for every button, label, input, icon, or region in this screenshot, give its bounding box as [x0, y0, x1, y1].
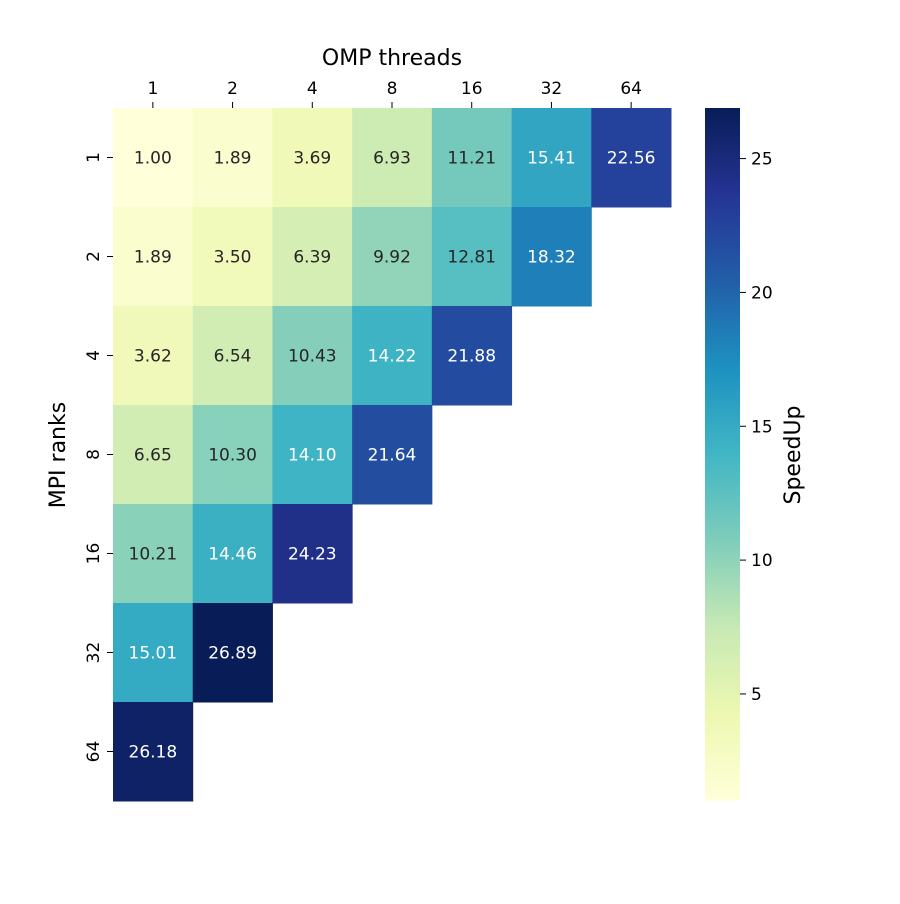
- colorbar: [705, 108, 740, 801]
- heatmap-cell: [272, 207, 353, 307]
- y-tick-label: 8: [84, 449, 104, 460]
- cell-value-label: 6.54: [214, 347, 252, 367]
- heatmap-cell: [192, 207, 273, 307]
- cell-value-label: 1.00: [134, 149, 172, 169]
- cell-value-label: 12.81: [447, 248, 496, 268]
- x-tick-label: 16: [461, 79, 483, 99]
- heatmap-cell: [113, 504, 194, 604]
- cell-value-label: 26.18: [129, 743, 178, 763]
- cell-value-label: 24.23: [288, 545, 337, 565]
- heatmap-cell: [192, 405, 273, 505]
- cell-value-label: 26.89: [208, 644, 257, 664]
- y-axis-ticks: 1 2 4 8 16 32 64: [84, 152, 113, 762]
- heatmap-cell: [192, 603, 273, 703]
- heatmap-cell: [272, 504, 353, 604]
- cell-value-label: 6.39: [293, 248, 331, 268]
- cell-value-label: 10.43: [288, 347, 337, 367]
- cell-value-label: 14.46: [208, 545, 257, 565]
- cell-value-label: 22.56: [607, 149, 656, 169]
- heatmap-cell: [431, 108, 513, 208]
- cell-value-label: 6.65: [134, 446, 172, 466]
- x-axis-ticks: 1 2 4 8 16 32 64: [147, 79, 642, 108]
- colorbar-tick-label: 10: [751, 551, 773, 571]
- colorbar-tick-label: 20: [751, 283, 773, 303]
- x-tick-label: 4: [307, 79, 318, 99]
- cell-value-label: 10.30: [208, 446, 257, 466]
- colorbar-tick-label: 5: [751, 685, 762, 705]
- cell-value-label: 1.89: [214, 149, 252, 169]
- heatmap-cell: [431, 207, 513, 307]
- x-tick-label: 1: [147, 79, 158, 99]
- colorbar-tick-label: 25: [751, 150, 773, 170]
- heatmap-cell: [352, 405, 433, 505]
- heatmap-cell: [192, 108, 273, 208]
- x-tick-label: 64: [620, 79, 642, 99]
- heatmap-cell: [272, 405, 353, 505]
- x-tick-label: 8: [387, 79, 398, 99]
- cell-value-label: 21.88: [447, 347, 496, 367]
- colorbar-label: SpeedUp: [781, 405, 806, 504]
- heatmap-cell: [192, 306, 273, 406]
- cell-value-label: 18.32: [527, 248, 576, 268]
- cell-value-label: 3.50: [214, 248, 252, 268]
- y-tick-label: 16: [84, 543, 104, 565]
- y-tick-label: 32: [84, 642, 104, 664]
- heatmap-cell: [113, 405, 194, 505]
- heatmap-cell: [352, 306, 433, 406]
- heatmap-cell: [511, 108, 592, 208]
- x-axis-label: OMP threads: [322, 46, 462, 71]
- y-tick-label: 2: [84, 251, 104, 262]
- cell-value-label: 9.92: [373, 248, 411, 268]
- x-tick-label: 2: [227, 79, 238, 99]
- cell-value-label: 21.64: [368, 446, 417, 466]
- cell-value-label: 10.21: [129, 545, 178, 565]
- heatmap-cell: [352, 108, 433, 208]
- heatmap-cell: [113, 108, 194, 208]
- x-tick-label: 32: [541, 79, 563, 99]
- cell-value-label: 1.89: [134, 248, 172, 268]
- cell-value-label: 3.69: [293, 149, 331, 169]
- cell-value-label: 14.10: [288, 446, 337, 466]
- cell-value-label: 11.21: [447, 149, 496, 169]
- heatmap-cell: [113, 702, 194, 802]
- colorbar-ticks: 5 10 15 20 25: [740, 150, 773, 705]
- colorbar-tick-label: 15: [751, 417, 773, 437]
- heatmap-cells: 1.00 1.89 3.69 6.93 11.21 15.41 22.56 1.89 3.50 6…: [113, 108, 672, 802]
- heatmap-cell: [431, 306, 513, 406]
- cell-value-label: 6.93: [373, 149, 411, 169]
- y-axis-label: MPI ranks: [46, 402, 71, 508]
- y-tick-label: 4: [84, 350, 104, 361]
- heatmap-cell: [591, 108, 672, 208]
- y-tick-label: 64: [84, 741, 104, 763]
- cell-value-label: 15.41: [527, 149, 576, 169]
- y-tick-label: 1: [84, 152, 104, 163]
- heatmap-cell: [113, 603, 194, 703]
- cell-value-label: 3.62: [134, 347, 172, 367]
- heatmap-cell: [272, 306, 353, 406]
- heatmap-cell: [113, 207, 194, 307]
- heatmap-cell: [192, 504, 273, 604]
- heatmap-cell: [272, 108, 353, 208]
- cell-value-label: 14.22: [368, 347, 417, 367]
- cell-value-label: 15.01: [129, 644, 178, 664]
- heatmap-cell: [511, 207, 592, 307]
- heatmap-cell: [113, 306, 194, 406]
- heatmap-cell: [352, 207, 433, 307]
